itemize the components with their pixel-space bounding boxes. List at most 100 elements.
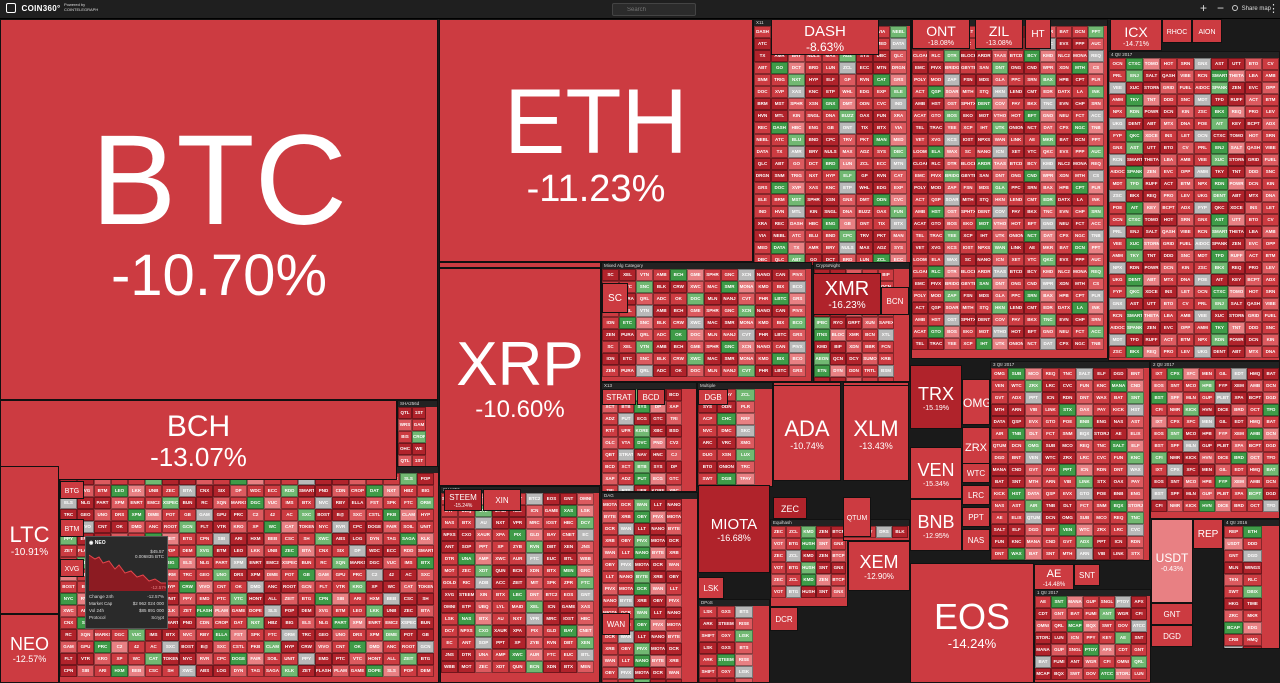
coin-cell[interactable]: VTC (349, 653, 366, 665)
coin-cell[interactable]: SNC (1262, 166, 1279, 178)
coin-cell[interactable]: DCR (650, 559, 666, 571)
coin-cell[interactable]: LA (1072, 194, 1088, 206)
coin-cell[interactable]: GXS (717, 678, 735, 682)
coin-cell[interactable]: LBA (1160, 310, 1177, 322)
coin-tile-dash[interactable]: DASH -8.63% (771, 19, 879, 55)
coin-cell[interactable]: 42 (264, 509, 281, 521)
coin-cell[interactable]: UNIT (417, 521, 434, 533)
coin-cell[interactable]: PURA (619, 365, 636, 377)
coin-cell[interactable]: PIVX (928, 278, 944, 290)
coin-cell[interactable]: LSK (441, 613, 458, 625)
coin-cell[interactable]: LA (1072, 86, 1088, 98)
coin-cell[interactable]: CAT (145, 653, 162, 665)
coin-cell[interactable]: OBY (634, 511, 650, 523)
coin-cell[interactable]: ACT (912, 86, 928, 98)
coin-cell[interactable]: HBC (788, 122, 805, 134)
coin-cell[interactable]: PTC (332, 653, 349, 665)
coin-cell[interactable]: BCO (789, 353, 806, 365)
coin-cell[interactable]: SLS (264, 605, 281, 617)
coin-cell[interactable]: NPX (1194, 178, 1211, 190)
coin-cell[interactable]: STORM (1143, 238, 1160, 250)
coin-cell[interactable]: ZCL (856, 158, 873, 170)
coin-cell[interactable]: BTX (162, 629, 179, 641)
coin-cell[interactable]: AST (1126, 298, 1143, 310)
coin-cell[interactable]: GME (687, 305, 704, 317)
coin-cell[interactable]: CLAM (400, 509, 417, 521)
coin-cell[interactable]: YEE (944, 230, 960, 242)
coin-cell[interactable]: SUB (1008, 368, 1025, 380)
coin-cell[interactable]: ACC (492, 577, 509, 589)
coin-cell[interactable]: XEL (619, 269, 636, 281)
coin-cell[interactable]: QRL (1131, 656, 1147, 668)
coin-cell[interactable]: ENJ (1126, 70, 1143, 82)
coin-cell[interactable]: XDN (543, 661, 560, 673)
coin-cell[interactable]: TFD (1126, 178, 1143, 190)
coin-cell[interactable]: DDD (1160, 94, 1177, 106)
coin-cell[interactable]: STQ (976, 86, 992, 98)
coin-cell[interactable]: INK (1088, 302, 1104, 314)
coin-cell[interactable]: ZEN (1143, 322, 1160, 334)
coin-cell[interactable]: IMS (145, 629, 162, 641)
coin-cell[interactable]: HKN (992, 302, 1008, 314)
coin-cell[interactable]: DDD (1245, 322, 1262, 334)
coin-cell[interactable]: DCN (1160, 262, 1177, 274)
coin-cell[interactable]: BTG (786, 562, 801, 574)
coin-cell[interactable]: ADC (653, 365, 670, 377)
coin-cell[interactable]: REQ (1088, 266, 1104, 278)
coin-cell[interactable]: SIX (213, 485, 230, 497)
coin-cell[interactable]: MKR (1040, 242, 1056, 254)
coin-cell[interactable]: MARKS (230, 497, 247, 509)
coin-cell[interactable]: APX (1131, 596, 1147, 608)
coin-cell[interactable]: LISK (735, 630, 753, 642)
coin-cell[interactable]: SPHR (788, 98, 805, 110)
coin-cell[interactable]: AIDOC (1194, 238, 1211, 250)
coin-cell[interactable]: BTX (890, 218, 907, 230)
coin-cell[interactable]: BFT (1024, 110, 1040, 122)
coin-cell[interactable]: MOD (928, 74, 944, 86)
coin-cell[interactable]: BNB (1076, 416, 1093, 428)
coin-cell[interactable]: NMR (1167, 500, 1183, 512)
coin-cell[interactable]: HBZ (400, 485, 417, 497)
coin-cell[interactable]: CJ (666, 449, 682, 461)
coin-tile-bch[interactable]: BCH -13.07% (0, 400, 397, 480)
coin-cell[interactable]: DNT (526, 589, 543, 601)
coin-cell[interactable]: GAME (349, 665, 366, 677)
coin-cell[interactable]: ABT (788, 254, 805, 265)
coin-cell[interactable]: GBYTE (960, 278, 976, 290)
coin-cell[interactable]: NULS (839, 242, 856, 254)
coin-cell[interactable]: BTS (735, 642, 753, 654)
coin-cell[interactable]: XCN (738, 269, 755, 281)
coin-cell[interactable]: AIT (1126, 202, 1143, 214)
coin-cell[interactable]: DP (349, 545, 366, 557)
coin-cell[interactable]: BTL (577, 649, 594, 661)
coin-cell[interactable]: MCO (1059, 440, 1076, 452)
coin-cell[interactable]: WAN (650, 583, 666, 595)
coin-cell[interactable]: GUP (1199, 440, 1215, 452)
coin-cell[interactable]: TRC (298, 629, 315, 641)
coin-cell[interactable]: FSN (960, 290, 976, 302)
coin-cell[interactable]: BCO (789, 281, 806, 293)
coin-cell[interactable]: MAX (839, 146, 856, 158)
coin-cell[interactable]: TOMO (1228, 286, 1245, 298)
coin-cell[interactable]: QRL (1051, 620, 1067, 632)
coin-cell[interactable]: MRC (543, 613, 560, 625)
coin-cell[interactable]: PRL (1109, 70, 1126, 82)
coin-cell[interactable]: MONA (738, 281, 755, 293)
coin-cell[interactable]: TEL (912, 230, 928, 242)
coin-cell[interactable]: VOT (771, 586, 786, 598)
coin-cell[interactable]: CRW (670, 281, 687, 293)
coin-cell[interactable]: FYP (1109, 130, 1126, 142)
coin-cell[interactable]: LRC (1110, 524, 1127, 536)
coin-cell[interactable]: ICN (1076, 464, 1093, 476)
coin-cell[interactable]: EMD (196, 593, 213, 605)
coin-cell[interactable]: SMART (1126, 154, 1143, 166)
coin-tile-ont[interactable]: ONT -18.08% (912, 19, 970, 49)
coin-cell[interactable]: LBTC (772, 329, 789, 341)
coin-cell[interactable]: LEO (230, 545, 247, 557)
coin-cell[interactable]: BAT (1263, 416, 1279, 428)
coin-cell[interactable]: WAN (992, 134, 1008, 146)
coin-cell[interactable]: FUN (1076, 380, 1093, 392)
coin-cell[interactable]: RBY (196, 629, 213, 641)
coin-cell[interactable]: EVC (1245, 82, 1262, 94)
coin-cell[interactable]: OMNI (441, 601, 458, 613)
